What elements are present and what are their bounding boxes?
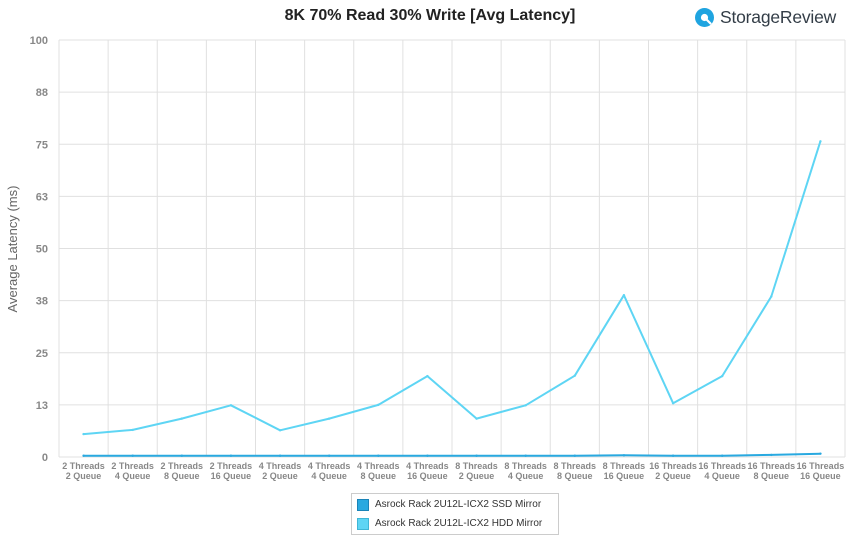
data-point-hdd[interactable] xyxy=(475,417,478,420)
y-tick-label: 100 xyxy=(30,35,48,47)
y-tick-label: 88 xyxy=(36,87,48,99)
x-tick-label: 8 Threads 2 Queue xyxy=(455,461,498,481)
y-tick-label: 50 xyxy=(36,244,48,256)
x-tick-label: 4 Threads 2 Queue xyxy=(259,461,302,481)
storagereview-logo-icon xyxy=(695,7,714,27)
brand-logo: StorageReview xyxy=(695,6,836,28)
data-point-hdd[interactable] xyxy=(278,429,282,432)
data-point-ssd[interactable] xyxy=(524,454,527,457)
x-tick-label: 16 Threads 4 Queue xyxy=(698,461,746,481)
data-point-ssd[interactable] xyxy=(82,454,85,457)
y-tick-label: 0 xyxy=(42,452,48,464)
chart-legend: Asrock Rack 2U12L-ICX2 SSD Mirror Asrock… xyxy=(351,493,559,535)
x-tick-label: 2 Threads 8 Queue xyxy=(161,461,204,481)
y-axis-label: Average Latency (ms) xyxy=(5,186,20,313)
chart-title: 8K 70% Read 30% Write [Avg Latency] xyxy=(285,7,576,24)
legend-swatch-hdd xyxy=(357,517,369,530)
brand-name: StorageReview xyxy=(720,6,837,27)
legend-label-ssd: Asrock Rack 2U12L-ICX2 SSD Mirror xyxy=(375,499,542,510)
data-point-hdd[interactable] xyxy=(720,374,724,378)
data-point-ssd[interactable] xyxy=(229,454,233,457)
y-tick-label: 25 xyxy=(36,348,48,360)
x-tick-label: 2 Threads 2 Queue xyxy=(62,461,105,481)
x-tick-label: 8 Threads 8 Queue xyxy=(554,461,597,481)
series-lines xyxy=(82,140,822,457)
x-tick-label: 2 Threads 16 Queue xyxy=(210,461,253,481)
data-point-ssd[interactable] xyxy=(180,454,184,457)
data-point-ssd[interactable] xyxy=(377,454,380,457)
y-tick-label: 75 xyxy=(36,139,48,151)
data-point-hdd[interactable] xyxy=(377,403,380,407)
grid-lines xyxy=(58,39,846,458)
x-tick-label: 4 Threads 4 Queue xyxy=(308,461,351,481)
data-point-ssd[interactable] xyxy=(622,454,626,457)
y-tick-label: 63 xyxy=(36,191,48,203)
legend-item-hdd[interactable]: Asrock Rack 2U12L-ICX2 HDD Mirror xyxy=(357,515,558,532)
x-tick-label: 8 Threads 16 Queue xyxy=(603,461,646,481)
x-tick-label: 2 Threads 4 Queue xyxy=(111,461,154,481)
data-point-ssd[interactable] xyxy=(720,454,724,457)
series-line-ssd[interactable] xyxy=(83,452,821,457)
data-point-hdd[interactable] xyxy=(180,417,184,420)
x-tick-label: 16 Threads 8 Queue xyxy=(748,461,796,481)
data-point-hdd[interactable] xyxy=(524,404,527,407)
data-point-ssd[interactable] xyxy=(278,454,282,457)
y-tick-label: 13 xyxy=(36,400,48,412)
series-line-hdd[interactable] xyxy=(83,140,822,436)
x-axis-ticks: 2 Threads 2 Queue 2 Threads 4 Queue 2 Thread… xyxy=(62,461,844,481)
y-axis-ticks: 0 13 25 38 50 63 75 88 100 xyxy=(30,35,48,464)
legend-label-hdd: Asrock Rack 2U12L-ICX2 HDD Mirror xyxy=(375,518,543,529)
data-point-ssd[interactable] xyxy=(131,454,134,457)
x-tick-label: 16 Threads 16 Queue xyxy=(797,461,845,481)
data-point-ssd[interactable] xyxy=(426,454,429,457)
data-point-hdd[interactable] xyxy=(327,417,331,420)
y-tick-label: 38 xyxy=(36,296,48,308)
data-point-ssd[interactable] xyxy=(770,453,773,457)
data-point-ssd[interactable] xyxy=(475,454,478,457)
data-point-ssd[interactable] xyxy=(327,454,331,457)
data-point-ssd[interactable] xyxy=(573,454,577,457)
data-point-hdd[interactable] xyxy=(819,140,822,143)
data-point-hdd[interactable] xyxy=(229,404,233,407)
data-point-hdd[interactable] xyxy=(573,374,577,377)
x-tick-label: 4 Threads 16 Queue xyxy=(406,461,449,481)
data-point-ssd[interactable] xyxy=(671,454,675,457)
legend-item-ssd[interactable]: Asrock Rack 2U12L-ICX2 SSD Mirror xyxy=(357,496,558,513)
data-point-hdd[interactable] xyxy=(671,402,675,405)
data-point-hdd[interactable] xyxy=(426,374,429,378)
data-point-hdd[interactable] xyxy=(82,432,85,436)
data-point-hdd[interactable] xyxy=(131,428,134,432)
x-tick-label: 16 Threads 2 Queue xyxy=(649,461,697,481)
data-point-hdd[interactable] xyxy=(622,294,626,297)
x-tick-label: 4 Threads 8 Queue xyxy=(357,461,400,481)
x-tick-label: 8 Threads 4 Queue xyxy=(504,461,547,481)
data-point-hdd[interactable] xyxy=(770,295,773,298)
legend-swatch-ssd xyxy=(357,498,369,511)
data-point-ssd[interactable] xyxy=(819,452,822,455)
